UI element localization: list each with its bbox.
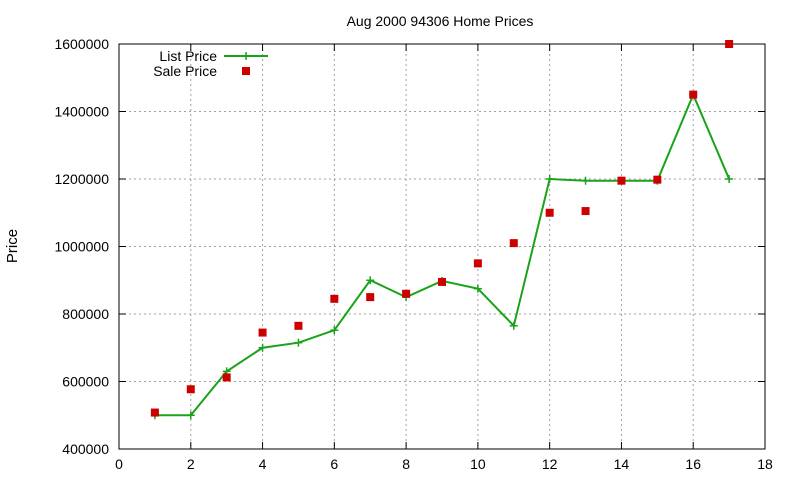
sale-price-point: [330, 294, 339, 303]
sale-price-point: [473, 259, 482, 268]
list-price-point: [725, 175, 734, 183]
list-price-point: [330, 326, 339, 335]
y-tick-label: 1000000: [54, 239, 109, 255]
list-price-point: [258, 343, 267, 352]
x-tick-label: 6: [330, 456, 338, 472]
x-tick-label: 4: [259, 456, 267, 472]
x-tick-label: 12: [542, 456, 558, 472]
x-tick-label: 14: [614, 456, 630, 472]
list-price-point: [186, 411, 195, 420]
y-tick-label: 1200000: [54, 171, 109, 187]
sale-price-point: [366, 293, 375, 302]
list-price-point: [294, 338, 303, 347]
list-price-point: [509, 321, 518, 330]
series-group: [150, 40, 734, 420]
y-axis-label: Price: [4, 229, 21, 263]
y-tick-label: 1600000: [54, 36, 109, 52]
x-tick-label: 8: [402, 456, 410, 472]
x-tick-label: 10: [470, 456, 486, 472]
legend-marker-list-price: [242, 52, 250, 60]
x-axis: 0 2 4 6 8 10 12 14 16 18: [115, 44, 773, 472]
x-tick-label: 2: [187, 456, 195, 472]
legend-label-sale-price: Sale Price: [153, 63, 217, 79]
sale-price-point: [617, 176, 626, 185]
x-tick-label: 16: [685, 456, 701, 472]
y-tick-label: 800000: [62, 306, 109, 322]
sale-price-point: [438, 277, 446, 286]
sale-price-point: [186, 385, 195, 394]
legend-marker-sale-price: [242, 67, 250, 75]
sale-price-point: [581, 207, 590, 216]
sale-price-point: [402, 289, 411, 298]
chart-title: Aug 2000 94306 Home Prices: [347, 13, 534, 29]
sale-price-point: [222, 373, 231, 382]
x-tick-label: 18: [757, 456, 773, 472]
sale-price-point: [294, 321, 303, 330]
sale-price-point: [545, 208, 554, 217]
legend-label-list-price: List Price: [159, 48, 217, 64]
sale-price-point: [509, 239, 518, 248]
y-tick-label: 400000: [62, 441, 109, 457]
y-tick-label: 600000: [62, 374, 109, 390]
sale-price-point: [689, 90, 698, 99]
list-price-point: [581, 176, 590, 185]
list-price-point: [545, 175, 554, 183]
x-tick-label: 0: [115, 456, 123, 472]
list-price-point: [366, 276, 375, 285]
sale-price-point: [150, 408, 159, 417]
y-tick-label: 1400000: [54, 104, 109, 120]
sale-price-point: [653, 175, 662, 184]
y-axis: 400000 600000 800000 1000000 1200000 1400000 1…: [54, 36, 765, 457]
list-price-point: [473, 284, 482, 293]
sale-price-point: [258, 328, 267, 337]
sale-price-point: [725, 40, 734, 48]
